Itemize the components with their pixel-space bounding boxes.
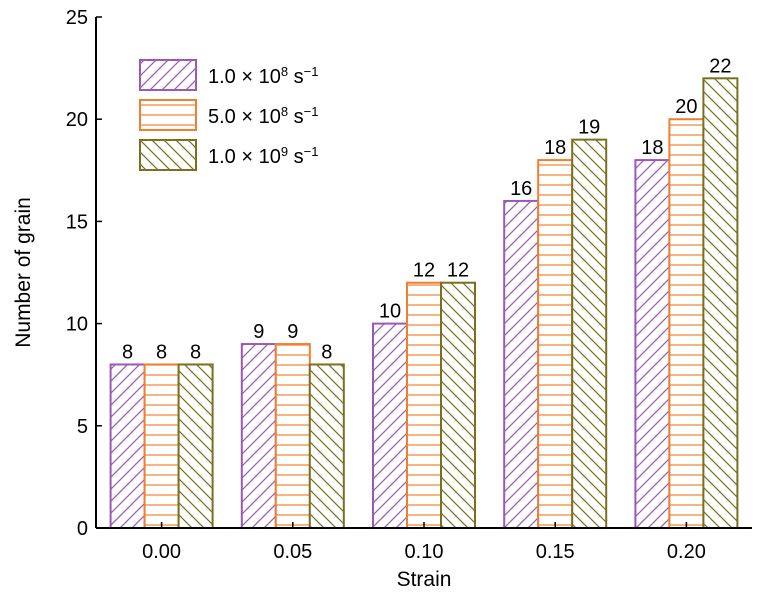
legend-swatch-3: [139, 139, 197, 171]
data-label-s3-0.00: 8: [190, 341, 201, 363]
bar-s2-0.15: [537, 159, 574, 530]
bar-s3-0.10: [440, 281, 476, 529]
data-label-s1-0.05: 9: [253, 321, 264, 343]
legend-label-3: 1.0 × 109 s−1: [208, 144, 318, 169]
bar-s1-0.15: [503, 199, 540, 530]
y-tick-label-10: 10: [66, 314, 88, 336]
data-label-s2-0.00: 8: [156, 341, 167, 363]
x-tick-label-0.10: 0.10: [405, 541, 444, 563]
x-axis-title: Strain: [397, 568, 452, 591]
data-label-s1-0.00: 8: [122, 341, 133, 363]
bar-s2-0.05: [274, 343, 311, 530]
y-tick-label-15: 15: [66, 211, 88, 233]
bar-s2-0.10: [406, 281, 442, 529]
bar-s3-0.20: [702, 77, 739, 529]
bar-s1-0.00: [109, 363, 146, 530]
x-tick-label-0.20: 0.20: [667, 541, 706, 563]
bar-s1-0.20: [634, 159, 671, 530]
bar-s3-0.05: [308, 363, 345, 530]
data-label-s1-0.20: 18: [641, 137, 663, 159]
data-label-s1-0.10: 10: [379, 301, 401, 323]
x-tick-label-0.15: 0.15: [536, 541, 575, 563]
legend-item-2: 5.0 × 108 s−1: [139, 99, 318, 131]
bar-s3-0.00: [177, 363, 214, 530]
data-label-s2-0.20: 20: [675, 96, 697, 118]
data-label-s3-0.05: 8: [321, 341, 332, 363]
legend-label-1: 1.0 × 108 s−1: [208, 64, 318, 89]
legend-item-1: 1.0 × 108 s−1: [139, 59, 318, 91]
x-tick-label-0.05: 0.05: [273, 541, 312, 563]
data-label-s2-0.15: 18: [544, 137, 566, 159]
plot-area: 8 8 8 9 9 8 10 12 12 16 18 19 18 20 22 0 5 10 15 20 25 0.00 0.…: [66, 7, 752, 563]
y-tick-label-5: 5: [77, 416, 88, 438]
data-label-s2-0.10: 12: [413, 260, 435, 282]
data-label-s1-0.15: 16: [510, 178, 532, 200]
bar-s1-0.10: [372, 322, 408, 529]
legend-swatch-2: [139, 99, 197, 131]
data-label-s2-0.05: 9: [287, 321, 298, 343]
bar-s1-0.05: [240, 343, 277, 530]
data-label-s3-0.10: 12: [447, 260, 469, 282]
y-tick-label-0: 0: [77, 518, 88, 540]
data-label-s3-0.15: 19: [578, 117, 600, 139]
bar-s3-0.15: [571, 138, 608, 529]
bar-s2-0.00: [143, 363, 180, 530]
data-label-s3-0.20: 22: [709, 55, 731, 77]
x-tick-label-0.00: 0.00: [142, 541, 181, 563]
bar-s2-0.20: [668, 118, 705, 529]
legend-item-3: 1.0 × 109 s−1: [139, 139, 318, 171]
y-tick-label-25: 25: [66, 7, 88, 29]
legend-label-2: 5.0 × 108 s−1: [208, 104, 318, 129]
y-axis-title: Number of grain: [12, 197, 35, 348]
legend-swatch-1: [139, 59, 197, 91]
legend: 1.0 × 108 s−1 5.0 × 108 s−1 1.0 × 109 s−1: [139, 59, 318, 171]
y-tick-label-20: 20: [66, 109, 88, 131]
